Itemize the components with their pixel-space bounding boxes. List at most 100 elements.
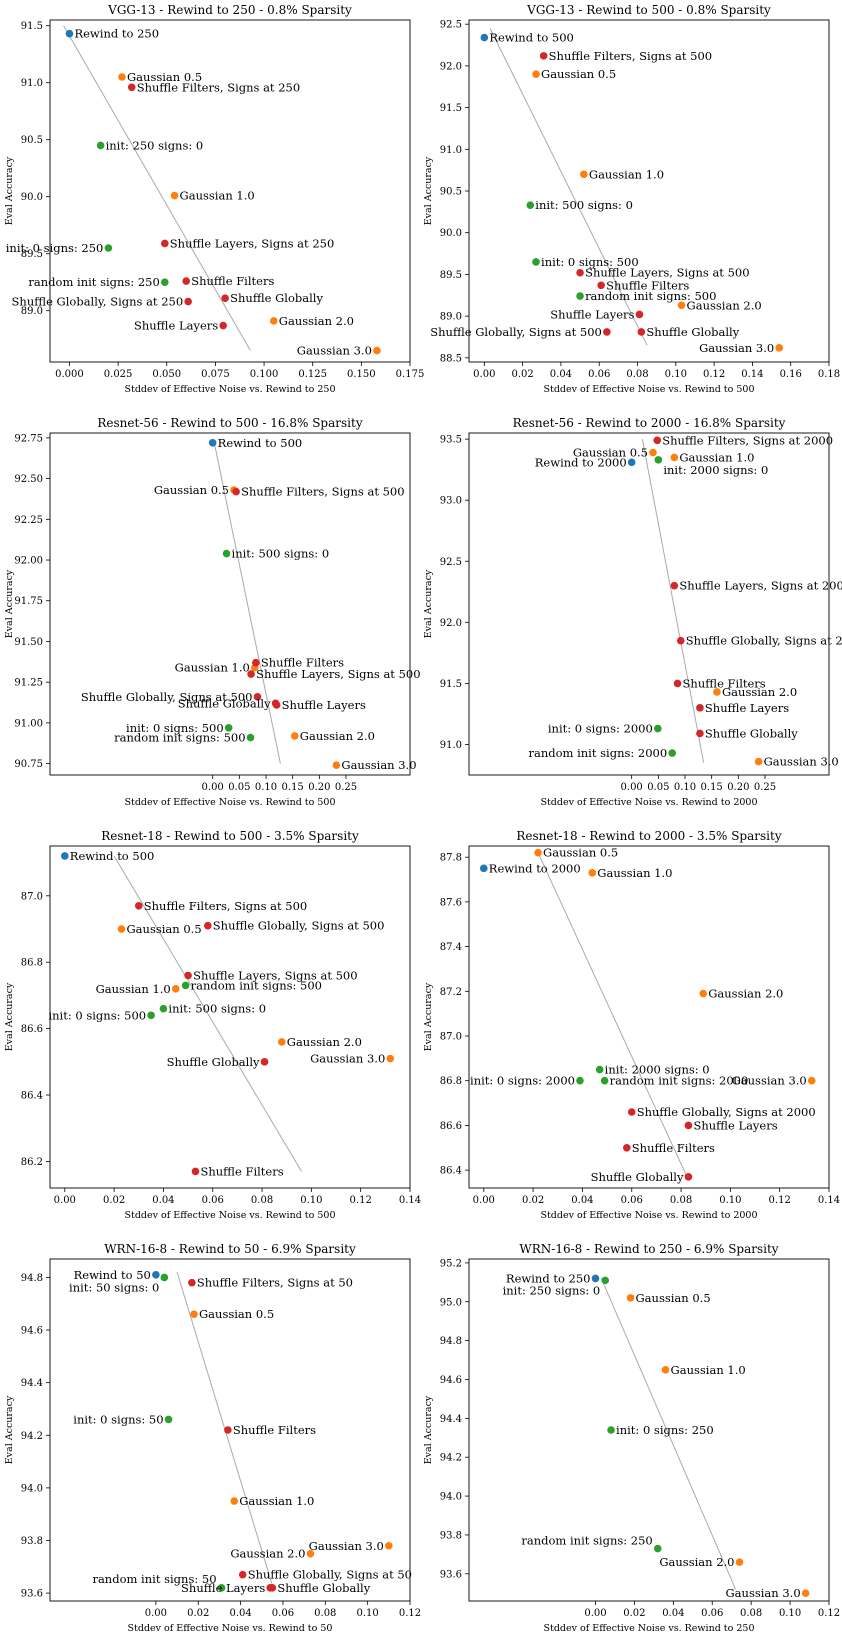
point-label: Gaussian 3.0 <box>764 755 839 769</box>
x-tick-label: 0.04 <box>152 1195 174 1206</box>
data-point <box>635 310 644 319</box>
y-tick-label: 89.0 <box>440 312 462 323</box>
data-point <box>224 723 233 732</box>
point-label: Shuffle Layers <box>282 698 366 712</box>
point-label: Shuffle Globally <box>591 1170 684 1184</box>
y-axis-label: Eval Accuracy <box>4 982 15 1051</box>
x-tick-label: 0.06 <box>701 1608 723 1619</box>
data-point <box>603 328 611 336</box>
data-point <box>637 328 646 336</box>
y-tick-label: 87.2 <box>440 987 462 998</box>
x-tick-label: 0.08 <box>740 1608 762 1619</box>
x-tick-label: 0.10 <box>719 1195 741 1206</box>
trend-line <box>213 442 281 764</box>
point-label: Gaussian 1.0 <box>180 189 255 203</box>
data-point <box>684 1121 693 1130</box>
y-tick-label: 87.0 <box>440 1032 462 1043</box>
point-label: init: 2000 signs: 0 <box>605 1063 710 1077</box>
data-point <box>534 848 542 857</box>
data-point <box>576 292 584 300</box>
x-tick-label: 0.175 <box>396 369 425 380</box>
point-label: Gaussian 0.5 <box>127 70 202 84</box>
data-point <box>170 191 179 200</box>
y-axis-label: Eval Accuracy <box>4 569 15 638</box>
point-label: Gaussian 3.0 <box>309 1539 384 1553</box>
data-point <box>668 749 676 757</box>
data-point <box>775 344 784 352</box>
y-tick-label: 91.0 <box>21 78 43 89</box>
point-label: Gaussian 1.0 <box>671 1363 746 1377</box>
x-tick-label: 0.06 <box>272 1608 294 1619</box>
y-tick-label: 89.0 <box>21 306 43 317</box>
point-label: Shuffle Filters, Signs at 500 <box>549 49 712 63</box>
x-tick-label: 0.02 <box>623 1608 645 1619</box>
data-point <box>661 1365 670 1374</box>
chart-title: WRN-16-8 - Rewind to 50 - 6.9% Sparsity <box>104 1242 356 1256</box>
chart-8: WRN-16-8 - Rewind to 250 - 6.9% Sparsity… <box>423 1242 840 1634</box>
x-tick-label: 0.125 <box>298 369 327 380</box>
point-label: Gaussian 3.0 <box>341 758 416 772</box>
y-axis-label: Eval Accuracy <box>423 569 434 638</box>
x-tick-label: 0.12 <box>703 369 725 380</box>
x-tick-label: 0.05 <box>647 782 669 793</box>
y-tick-label: 90.5 <box>440 187 462 198</box>
point-label: Shuffle Globally, Signs at 250 <box>12 295 184 309</box>
x-tick-label: 0.06 <box>621 1195 643 1206</box>
x-axis-label: Stddev of Effective Noise vs. Rewind to … <box>540 797 757 808</box>
data-point <box>164 1415 173 1424</box>
x-tick-label: 0.14 <box>741 369 763 380</box>
data-point <box>713 688 721 696</box>
data-point <box>160 1273 169 1282</box>
data-point <box>238 1570 247 1579</box>
point-label: Shuffle Filters <box>191 274 274 288</box>
point-label: Shuffle Filters, Signs at 2000 <box>662 433 833 447</box>
y-axis-label: Eval Accuracy <box>4 1395 15 1464</box>
data-point <box>208 438 217 447</box>
x-axis-label: Stddev of Effective Noise vs. Rewind to … <box>125 1210 336 1221</box>
x-tick-label: 0.06 <box>588 369 610 380</box>
x-tick-label: 0.10 <box>665 369 687 380</box>
data-point <box>526 201 535 209</box>
y-tick-label: 92.00 <box>14 556 43 567</box>
data-point <box>152 1270 160 1279</box>
x-tick-label: 0.100 <box>250 369 279 380</box>
point-label: Shuffle Filters <box>261 656 344 670</box>
chart-1: VGG-13 - Rewind to 250 - 0.8% Sparsity 0.… <box>4 3 424 395</box>
data-point <box>684 1173 693 1181</box>
y-axis-label: Eval Accuracy <box>423 1395 434 1464</box>
y-tick-label: 94.8 <box>21 1273 43 1284</box>
y-tick-label: 90.0 <box>21 192 43 203</box>
y-tick-label: 91.5 <box>21 21 43 32</box>
point-label: Rewind to 500 <box>489 31 574 45</box>
y-tick-label: 94.2 <box>440 1453 462 1464</box>
point-label: Shuffle Layers, Signs at 500 <box>256 667 420 681</box>
plot-frame <box>49 19 411 363</box>
plot-frame <box>49 1258 411 1602</box>
chart-7: WRN-16-8 - Rewind to 50 - 6.9% Sparsity 0… <box>4 1242 421 1634</box>
data-point <box>127 83 136 92</box>
point-label: Shuffle Layers <box>693 1118 777 1132</box>
point-label: Rewind to 250 <box>74 27 159 41</box>
point-label: init: 0 signs: 2000 <box>470 1074 575 1088</box>
data-point <box>699 989 708 998</box>
data-point <box>332 761 341 770</box>
x-tick-label: 0.04 <box>571 1195 593 1206</box>
trend-line <box>113 855 302 1172</box>
y-tick-label: 91.5 <box>440 103 462 114</box>
point-label: Gaussian 2.0 <box>287 1035 362 1049</box>
y-tick-label: 94.6 <box>21 1326 43 1337</box>
x-axis-label: Stddev of Effective Noise vs. Rewind to … <box>544 1623 755 1634</box>
y-tick-label: 86.4 <box>21 1091 43 1102</box>
y-tick-label: 87.6 <box>440 897 462 908</box>
data-point <box>269 317 278 325</box>
data-point <box>219 321 227 330</box>
x-tick-label: 0.00 <box>473 369 495 380</box>
y-tick-label: 94.2 <box>21 1431 43 1442</box>
data-point <box>591 1274 600 1283</box>
point-label: Gaussian 2.0 <box>300 729 375 743</box>
data-point <box>654 724 662 733</box>
point-label: Shuffle Layers <box>705 701 789 715</box>
x-tick-label: 0.02 <box>511 369 533 380</box>
point-label: Shuffle Layers, Signs at 500 <box>585 266 749 280</box>
